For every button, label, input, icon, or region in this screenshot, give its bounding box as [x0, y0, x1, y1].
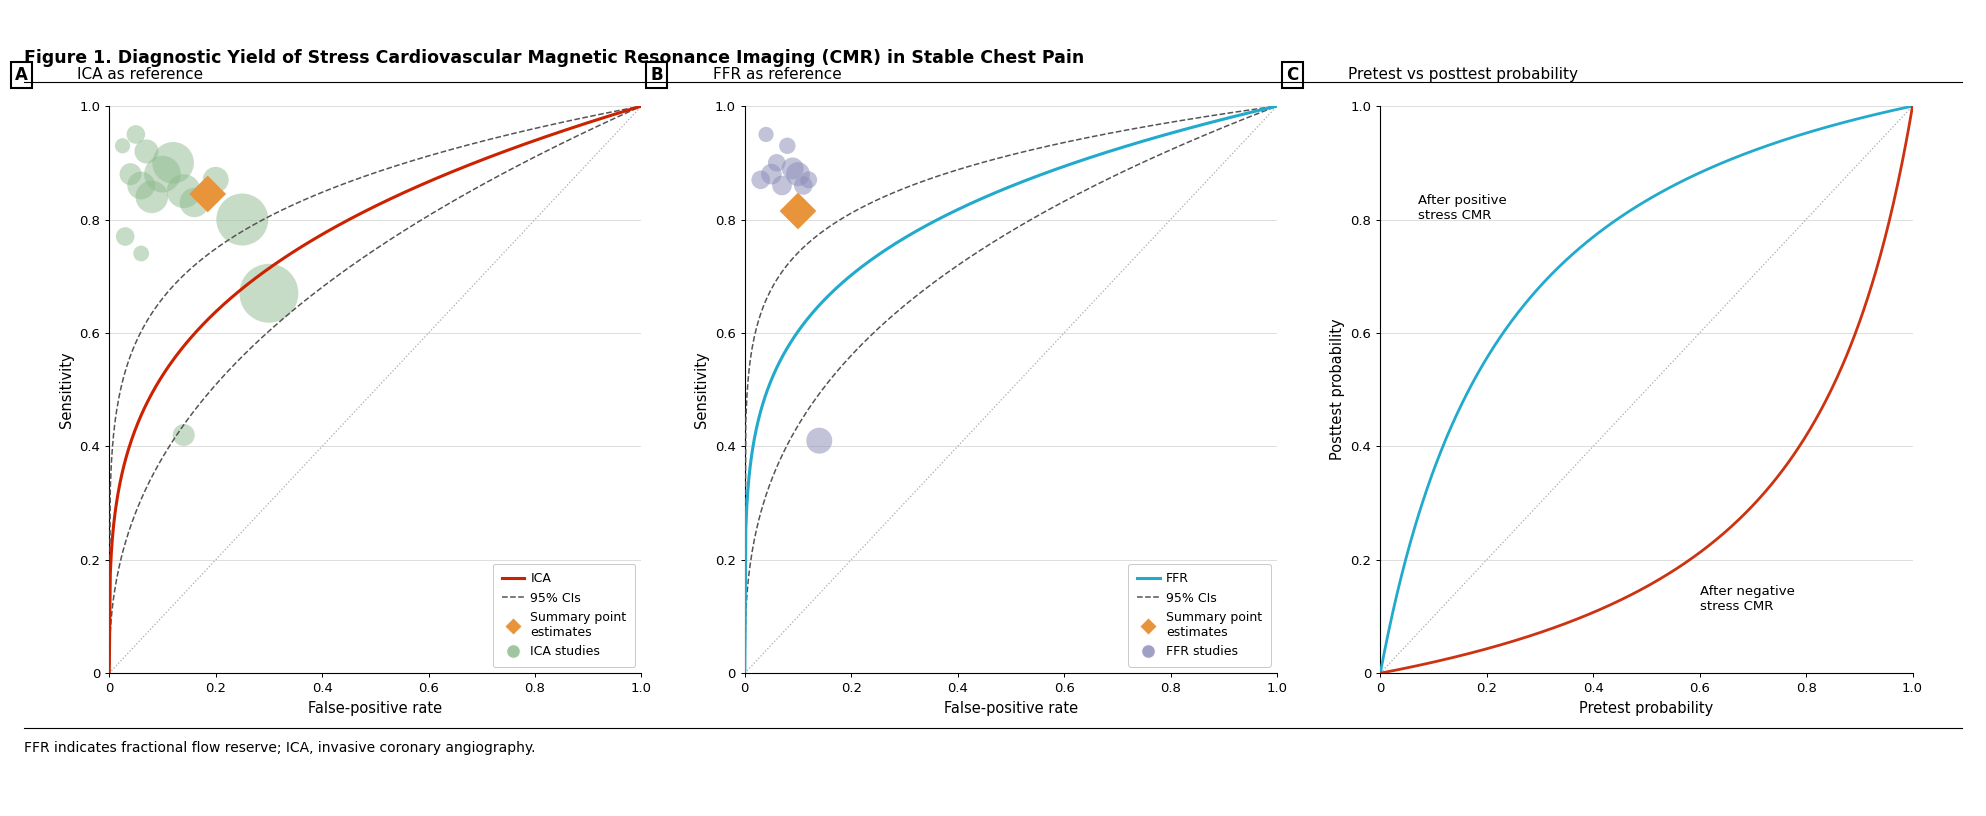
Point: [226, 213, 258, 226]
Point: [777, 162, 808, 175]
Legend: ICA, 95% CIs, Summary point
estimates, ICA studies: ICA, 95% CIs, Summary point estimates, I…: [493, 564, 636, 667]
Point: [751, 128, 782, 141]
Point: [745, 173, 777, 186]
Point: [755, 167, 786, 180]
Point: [107, 140, 139, 153]
Point: [169, 184, 201, 197]
Point: [119, 128, 151, 141]
Text: FFR indicates fractional flow reserve; ICA, invasive coronary angiography.: FFR indicates fractional flow reserve; I…: [24, 741, 536, 755]
X-axis label: False-positive rate: False-positive rate: [943, 701, 1078, 716]
Text: After negative
stress CMR: After negative stress CMR: [1700, 585, 1795, 614]
Y-axis label: Posttest probability: Posttest probability: [1331, 319, 1345, 460]
Point: [157, 157, 189, 170]
Legend: FFR, 95% CIs, Summary point
estimates, FFR studies: FFR, 95% CIs, Summary point estimates, F…: [1128, 564, 1271, 667]
Text: Pretest vs posttest probability: Pretest vs posttest probability: [1348, 68, 1579, 82]
Point: [786, 179, 818, 192]
Point: [252, 286, 284, 299]
Point: [147, 167, 179, 180]
X-axis label: Pretest probability: Pretest probability: [1579, 701, 1714, 716]
Point: [782, 167, 814, 180]
X-axis label: False-positive rate: False-positive rate: [308, 701, 443, 716]
Text: After positive
stress CMR: After positive stress CMR: [1418, 194, 1505, 222]
Point: [782, 205, 814, 218]
Y-axis label: Sensitivity: Sensitivity: [60, 352, 73, 428]
Point: [125, 247, 157, 260]
Text: B: B: [651, 66, 663, 84]
Point: [201, 173, 232, 186]
Point: [179, 196, 211, 209]
Point: [761, 157, 792, 170]
Point: [193, 188, 224, 201]
Text: A: A: [16, 66, 28, 84]
Point: [109, 230, 141, 243]
Point: [771, 140, 802, 153]
Point: [792, 173, 824, 186]
Text: FFR as reference: FFR as reference: [713, 68, 842, 82]
Point: [131, 145, 163, 158]
Text: C: C: [1287, 66, 1299, 84]
Point: [169, 428, 201, 441]
Text: Figure 1. Diagnostic Yield of Stress Cardiovascular Magnetic Resonance Imaging (: Figure 1. Diagnostic Yield of Stress Car…: [24, 49, 1084, 67]
Point: [135, 190, 167, 203]
Y-axis label: Sensitivity: Sensitivity: [695, 352, 709, 428]
Point: [804, 434, 836, 447]
Point: [115, 167, 147, 180]
Text: ICA as reference: ICA as reference: [77, 68, 203, 82]
Point: [125, 179, 157, 192]
Point: [767, 179, 798, 192]
